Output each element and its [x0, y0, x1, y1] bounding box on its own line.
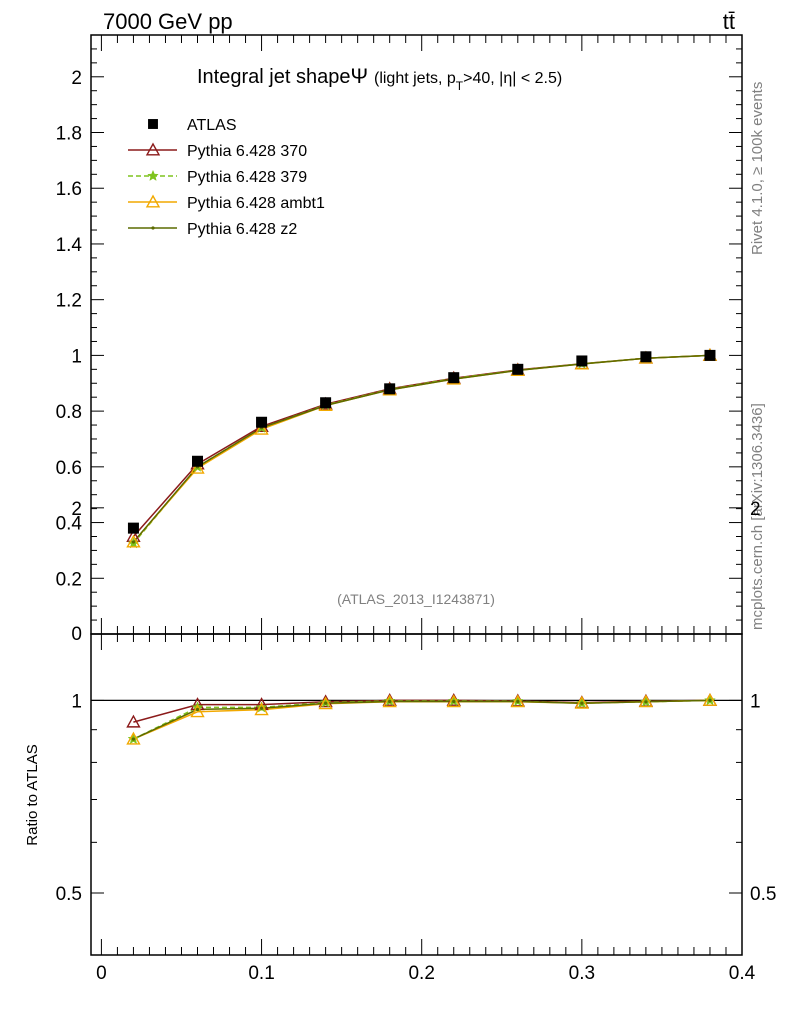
rivet-version-label: Rivet 4.1.0, ≥ 100k events	[749, 82, 766, 255]
ratio-series-group	[126, 692, 718, 745]
x-tick-label: 0.1	[248, 963, 274, 984]
ratio-y-tick-label: 0.5	[56, 884, 82, 905]
legend: ATLAS Pythia 6.428 370 Pythia 6.428 379 Pyt…	[128, 117, 325, 238]
ratio-point	[131, 737, 136, 741]
main-y-tick-label: 0.2	[56, 569, 82, 590]
atlas-data-point	[127, 522, 139, 534]
ratio-x-ticks: 0 0.1 0.2 0.3 0.4	[96, 634, 756, 984]
legend-marker	[151, 226, 155, 230]
x-tick-label: 0	[96, 963, 107, 984]
ratio-panel-frame	[90, 633, 743, 956]
chart-title: Integral jet shapeΨ (light jets, pT>40, |…	[197, 65, 562, 93]
analysis-id-label: (ATLAS_2013_I1243871)	[337, 591, 495, 607]
main-y-ticks: 0.2 0.4 0.6 0.8 1 1.2 1.4 1.6 1.8 2	[56, 48, 742, 635]
ratio-point	[318, 696, 333, 710]
atlas-data-point	[320, 397, 332, 409]
chart-title-condition: (light jets, p	[374, 70, 456, 87]
chart-title-symbol: Ψ	[350, 65, 368, 88]
ratio-point	[126, 714, 141, 728]
ratio-point	[702, 692, 718, 706]
main-y-tick-label-zero: 0	[71, 624, 82, 645]
main-y-tick-label: 1.6	[56, 179, 82, 200]
legend-marker	[145, 194, 161, 208]
ratio-point	[126, 731, 141, 745]
main-series-group	[126, 347, 718, 549]
ratio-y-axis-label: Ratio to ATLAS	[24, 744, 41, 845]
x-tick-label: 0.3	[569, 963, 595, 984]
x-tick-label: 0.2	[408, 963, 434, 984]
ratio-y-tick-label-right: 2	[750, 499, 761, 520]
ratio-line-pythia-6-428-379	[133, 699, 711, 740]
legend-marker	[147, 169, 159, 181]
x-tick-label: 0.4	[729, 963, 756, 984]
main-x-ticks	[100, 35, 743, 634]
legend-marker-atlas	[148, 119, 158, 129]
chart-title-subscript: T	[456, 79, 464, 93]
ratio-point	[446, 694, 461, 708]
ratio-point	[190, 704, 205, 718]
atlas-data-point	[512, 363, 524, 375]
main-y-tick-label: 1	[71, 346, 82, 367]
ratio-point	[195, 707, 200, 712]
energy-label: 7000 GeV pp	[103, 9, 233, 34]
legend-label: Pythia 6.428 379	[187, 169, 307, 186]
series-point	[126, 534, 141, 548]
series-point	[254, 421, 269, 435]
ratio-y-tick-label-right: 0.5	[750, 884, 776, 905]
series-point	[190, 460, 205, 474]
legend-label: Pythia 6.428 z2	[187, 221, 297, 238]
atlas-data-point	[704, 349, 716, 361]
legend-marker	[145, 142, 161, 156]
atlas-data-point	[640, 351, 652, 363]
ratio-point	[574, 695, 590, 709]
atlas-data-point	[384, 383, 396, 395]
ratio-y-tick-label: 1	[71, 691, 82, 712]
atlas-data-point	[256, 416, 268, 428]
ratio-point	[259, 706, 264, 710]
ratio-point	[708, 698, 712, 703]
ratio-line-pythia-6-428-z2	[133, 699, 711, 740]
ratio-y-tick-label: 2	[71, 499, 82, 520]
atlas-data-point	[576, 355, 588, 367]
atlas-data-point	[191, 455, 203, 467]
legend-label-atlas: ATLAS	[187, 117, 237, 134]
series-point	[131, 540, 136, 544]
ratio-point	[324, 701, 328, 705]
atlas-data-point	[448, 372, 460, 384]
ratio-point	[254, 702, 269, 716]
ratio-point	[452, 699, 456, 704]
mcplots-label: mcplots.cern.ch [arXiv:1306.3436]	[749, 403, 766, 630]
ratio-point	[510, 694, 525, 708]
main-y-tick-label: 2	[71, 68, 82, 89]
series-line-pythia-6-428-370	[132, 354, 711, 537]
process-label: tt̄	[723, 9, 735, 34]
main-y-tick-label: 1.2	[56, 291, 82, 312]
main-y-tick-label: 1.8	[56, 124, 82, 145]
chart-title-main: Integral jet shape	[197, 66, 350, 88]
main-y-tick-label: 1.4	[56, 235, 83, 256]
ratio-point	[382, 694, 397, 708]
legend-label: Pythia 6.428 370	[187, 143, 307, 160]
ratio-point	[388, 699, 392, 704]
ratio-point	[638, 694, 654, 708]
ratio-line-pythia-6-428-ambt1	[133, 699, 711, 740]
main-y-tick-label: 0.4	[56, 514, 83, 535]
chart-title-condition-end: >40, |η| < 2.5)	[463, 70, 562, 87]
main-y-tick-label: 0.6	[56, 458, 82, 479]
series-line-pythia-6-428-z2	[132, 354, 711, 543]
ratio-point	[580, 701, 584, 705]
legend-label: Pythia 6.428 ambt1	[187, 195, 325, 212]
ratio-y-tick-label-right: 1	[750, 691, 761, 712]
main-y-tick-label: 0.8	[56, 402, 82, 423]
ratio-point	[516, 699, 520, 704]
ratio-point	[644, 700, 648, 704]
